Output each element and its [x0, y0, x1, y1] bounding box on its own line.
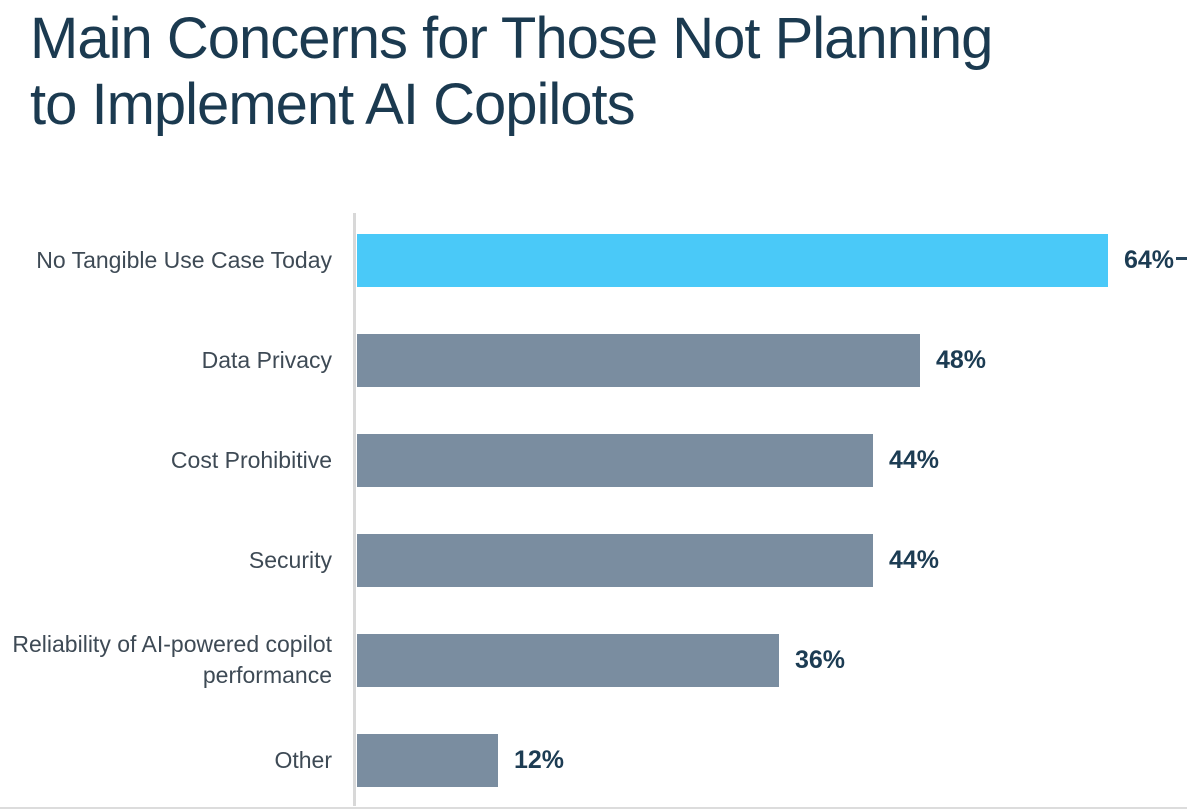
bar [357, 633, 779, 687]
bar-row: No Tangible Use Case Today 64% [0, 210, 1187, 310]
value-label: 44% [889, 545, 940, 574]
category-label: Reliability of AI-powered copilot perfor… [12, 631, 332, 688]
bar-chart: No Tangible Use Case Today 64% Data Privac… [0, 213, 1187, 811]
bar-row: Cost Prohibitive 44% [0, 410, 1187, 510]
category-label: No Tangible Use Case Today [36, 246, 332, 273]
bar-highlighted [357, 233, 1108, 287]
value-label: 64% [1124, 245, 1175, 274]
bar-row: Other 12% [0, 710, 1187, 810]
bar [357, 333, 920, 387]
bar-row: Reliability of AI-powered copilot perfor… [0, 610, 1187, 710]
bar-track: 48% [357, 310, 1187, 410]
bar [357, 533, 873, 587]
category-label: Security [248, 546, 332, 573]
page-title-line-2: to Implement AI Copilots [30, 72, 636, 137]
category-label: Data Privacy [201, 346, 332, 373]
bar [357, 733, 498, 787]
page-title: Main Concerns for Those Not Planning to … [30, 6, 993, 138]
bar-track: 44% [357, 510, 1187, 610]
bar-track: 44% [357, 410, 1187, 510]
cutoff-dash-icon [1176, 257, 1187, 260]
value-label: 12% [514, 745, 565, 774]
value-label: 48% [936, 345, 987, 374]
bar-track: 12% [357, 710, 1187, 810]
value-label: 36% [795, 645, 846, 674]
y-axis-line [353, 213, 356, 806]
bar-track: 64% [357, 210, 1187, 310]
chart-baseline [0, 807, 1187, 809]
value-label: 44% [889, 445, 940, 474]
bar-track: 36% [357, 610, 1187, 710]
bar-row: Security 44% [0, 510, 1187, 610]
bar-row: Data Privacy 48% [0, 310, 1187, 410]
category-label: Cost Prohibitive [170, 446, 332, 473]
category-label: Other [274, 746, 332, 773]
page-title-line-1: Main Concerns for Those Not Planning [30, 6, 993, 71]
bar [357, 433, 873, 487]
